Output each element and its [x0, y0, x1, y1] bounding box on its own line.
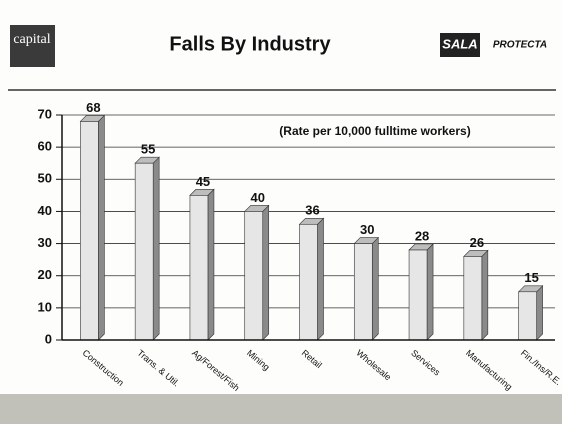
value-label: 28 — [415, 228, 429, 243]
slide: capital Falls By Industry SALA PROTECTA … — [0, 0, 562, 424]
y-tick-label: 50 — [38, 171, 52, 186]
y-tick-label: 20 — [38, 267, 52, 282]
bar — [300, 218, 324, 340]
y-tick-label: 70 — [38, 106, 52, 121]
y-tick-label: 0 — [45, 331, 52, 346]
bar — [409, 244, 433, 340]
logo-protecta: PROTECTA — [493, 40, 547, 51]
value-label: 30 — [360, 222, 374, 237]
bar — [464, 250, 488, 340]
bar — [190, 189, 214, 340]
y-tick-label: 60 — [38, 139, 52, 154]
y-tick-label: 10 — [38, 299, 52, 314]
bar — [354, 238, 378, 340]
value-label: 40 — [250, 190, 264, 205]
y-tick-label: 30 — [38, 235, 52, 250]
value-label: 36 — [305, 203, 319, 218]
chart-subtitle: (Rate per 10,000 fulltime workers) — [279, 124, 470, 138]
logo-left: capital — [13, 32, 50, 47]
value-label: 55 — [141, 142, 155, 157]
bar — [519, 286, 543, 340]
chart-title: Falls By Industry — [169, 33, 331, 55]
value-label: 68 — [86, 100, 100, 115]
logo-sala: SALA — [442, 36, 477, 51]
value-label: 45 — [196, 174, 210, 189]
value-label: 15 — [524, 270, 538, 285]
bar — [245, 205, 269, 340]
bar — [80, 115, 104, 340]
value-label: 26 — [470, 235, 484, 250]
bar — [135, 157, 159, 340]
footer-image — [0, 394, 562, 424]
y-tick-label: 40 — [38, 203, 52, 218]
